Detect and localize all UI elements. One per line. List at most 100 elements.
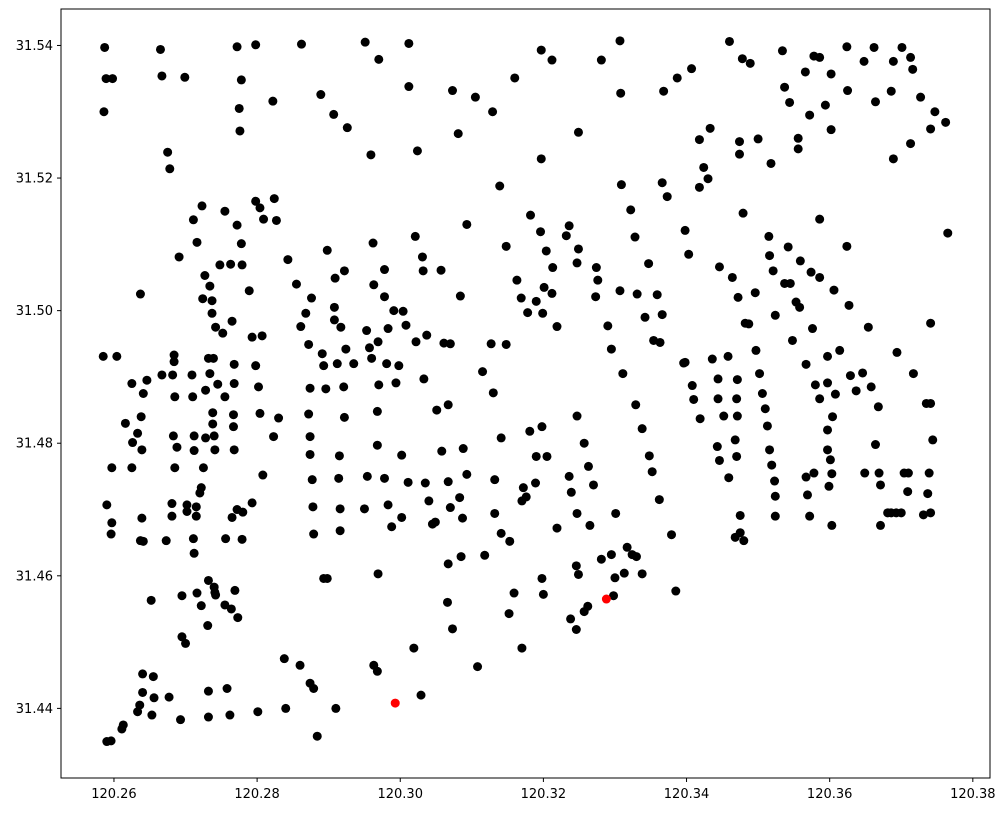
data-point <box>191 502 201 512</box>
data-point <box>279 654 289 664</box>
data-point <box>322 245 332 255</box>
data-point <box>274 413 284 423</box>
y-tick-label: 31.44 <box>16 702 53 717</box>
data-point <box>374 380 384 390</box>
data-point <box>523 308 533 318</box>
data-point <box>719 411 729 421</box>
x-tick-label: 120.30 <box>377 787 423 802</box>
data-point <box>630 232 640 242</box>
data-point <box>827 469 837 479</box>
data-point <box>732 394 742 404</box>
data-point <box>200 271 210 280</box>
data-point <box>571 561 581 571</box>
data-point <box>866 382 876 392</box>
data-point <box>486 339 496 349</box>
data-point <box>713 374 723 384</box>
data-point <box>573 569 583 579</box>
x-axis: 120.26 120.28 120.30 120.32 120.34 120.36 120.… <box>91 778 996 802</box>
data-point <box>672 73 682 83</box>
data-point <box>383 324 393 334</box>
data-point <box>258 470 268 480</box>
data-point <box>307 475 317 485</box>
data-point <box>860 468 870 478</box>
data-point <box>181 638 191 648</box>
data-point <box>521 492 531 502</box>
data-point <box>547 288 557 298</box>
data-point <box>390 698 400 708</box>
data-point <box>189 446 199 456</box>
data-point <box>828 412 838 422</box>
data-point <box>222 684 232 693</box>
data-point <box>229 445 239 455</box>
points-layer <box>98 36 953 747</box>
data-point <box>417 252 427 262</box>
data-point <box>331 703 341 713</box>
data-point <box>462 219 472 229</box>
data-point <box>795 302 805 312</box>
data-point <box>389 306 399 316</box>
data-point <box>844 300 854 310</box>
data-point <box>795 256 805 266</box>
data-point <box>362 326 372 336</box>
data-point <box>616 180 626 190</box>
data-point <box>373 337 383 347</box>
data-point <box>229 359 239 369</box>
data-point <box>777 46 787 56</box>
data-point <box>251 361 261 371</box>
data-point <box>631 400 641 410</box>
data-point <box>372 666 382 676</box>
data-point <box>541 246 551 256</box>
data-point <box>591 292 601 302</box>
data-point <box>329 302 339 312</box>
data-point <box>827 520 837 530</box>
data-point <box>825 455 835 465</box>
data-point <box>918 510 928 520</box>
data-point <box>652 290 662 300</box>
data-point <box>213 379 223 389</box>
data-point <box>137 445 147 455</box>
data-point <box>496 528 506 538</box>
data-point <box>611 508 621 518</box>
data-point <box>404 38 414 48</box>
data-point <box>727 272 737 282</box>
data-point <box>916 92 926 102</box>
data-point <box>615 286 625 296</box>
data-point <box>585 520 595 530</box>
data-point <box>619 568 629 578</box>
data-point <box>637 569 647 579</box>
data-point <box>210 445 220 455</box>
data-point <box>309 684 319 693</box>
data-point <box>667 530 677 540</box>
data-point <box>100 42 110 52</box>
data-point <box>255 203 265 213</box>
data-point <box>616 88 626 98</box>
data-point <box>926 508 936 518</box>
data-point <box>247 332 257 342</box>
data-point <box>149 693 159 703</box>
data-point <box>770 476 780 486</box>
data-point <box>397 450 407 460</box>
data-point <box>815 272 825 282</box>
data-point <box>251 196 261 206</box>
y-tick-label: 31.52 <box>16 172 53 187</box>
data-point <box>305 449 315 459</box>
data-point <box>767 460 777 470</box>
data-point <box>873 402 883 412</box>
data-point <box>579 607 589 617</box>
data-point <box>316 90 326 100</box>
data-point <box>176 715 186 725</box>
data-point <box>128 438 138 448</box>
data-point <box>820 100 830 110</box>
data-point <box>473 662 483 672</box>
data-point <box>201 385 211 395</box>
data-point <box>510 73 520 83</box>
data-point <box>360 37 370 47</box>
data-point <box>410 231 420 241</box>
data-point <box>815 214 825 224</box>
data-point <box>897 42 907 52</box>
data-point <box>765 251 775 261</box>
data-point <box>339 266 349 276</box>
data-point <box>730 435 740 445</box>
data-point <box>380 292 389 302</box>
data-point <box>188 215 198 225</box>
